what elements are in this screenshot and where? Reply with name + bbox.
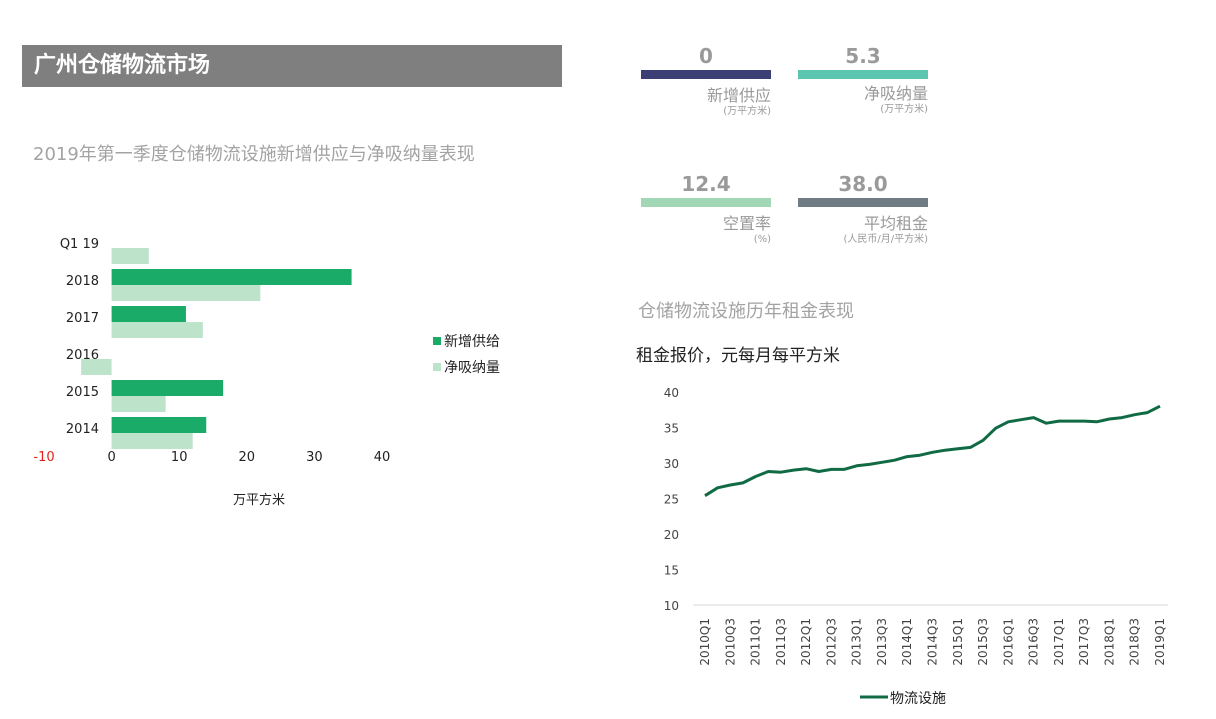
category-label: 2014 — [66, 422, 99, 437]
legend-label: 净吸纳量 — [444, 360, 500, 376]
rent-chart-title: 仓储物流设施历年租金表现 — [638, 301, 854, 322]
bar-new-supply — [111, 417, 207, 433]
y-tick-label: 25 — [664, 493, 679, 507]
bar-new-supply — [111, 306, 186, 322]
y-tick-label: 40 — [664, 386, 679, 400]
x-tick-label: 30 — [306, 450, 323, 465]
legend-swatch — [433, 337, 441, 345]
bar-net-absorption — [111, 433, 193, 449]
stat-bar — [641, 198, 771, 207]
x-tick-label: 2016Q1 — [1001, 618, 1015, 666]
stat-net-absorption: 5.3 净吸纳量 (万平方米) — [798, 42, 928, 116]
stat-value: 12.4 — [681, 172, 731, 196]
supply-absorption-chart-title: 2019年第一季度仓储物流设施新增供应与净吸纳量表现 — [33, 144, 475, 165]
stat-label: 平均租金 — [863, 214, 928, 233]
rent-line-chart: 10 15 20 25 30 35 40 2010Q1 2010Q3 2011Q1 2011Q3 20… — [664, 386, 1168, 707]
page-title: 广州仓储物流市场 — [22, 45, 562, 87]
category-label: 2015 — [66, 385, 99, 400]
stat-value: 0 — [699, 44, 713, 68]
stat-average-rent: 38.0 平均租金 (人民币/月/平方米) — [798, 170, 928, 246]
bar-net-absorption — [111, 322, 203, 338]
x-tick-label: 2015Q3 — [976, 618, 990, 666]
bar-new-supply — [111, 269, 352, 285]
category-label: 2017 — [66, 311, 99, 326]
bar-net-absorption — [111, 248, 149, 264]
x-tick-label: 2013Q1 — [850, 618, 864, 666]
stat-label: 空置率 — [722, 214, 771, 233]
bar-net-absorption — [111, 285, 261, 301]
x-tick-label: 10 — [171, 450, 188, 465]
stat-unit: (%) — [753, 234, 771, 245]
stat-new-supply: 0 新增供应 (万平方米) — [641, 42, 771, 118]
bar-net-absorption — [81, 359, 112, 375]
x-tick-label: 2012Q3 — [824, 618, 838, 666]
x-tick-label: 2012Q1 — [799, 618, 813, 666]
x-tick-label: 0 — [107, 450, 115, 465]
bar-new-supply — [111, 380, 224, 396]
x-tick-label: 2017Q1 — [1052, 618, 1066, 666]
stat-label: 净吸纳量 — [863, 84, 928, 103]
y-tick-label: 10 — [664, 599, 679, 613]
x-tick-label: 2017Q3 — [1077, 618, 1091, 666]
stat-unit: (人民币/月/平方米) — [843, 234, 928, 245]
legend-label: 物流设施 — [890, 691, 946, 707]
stat-vacancy-rate: 12.4 空置率 (%) — [641, 170, 771, 246]
y-tick-label: 30 — [664, 457, 679, 471]
stat-bar — [798, 70, 928, 79]
x-tick-label: 2018Q3 — [1128, 618, 1142, 666]
rent-chart-ylabel: 租金报价，元每月每平方米 — [636, 346, 840, 366]
y-tick-label: 35 — [664, 422, 679, 436]
x-tick-label: 2011Q3 — [774, 618, 788, 666]
y-tick-label: 15 — [664, 564, 679, 578]
x-tick-label: 20 — [239, 450, 256, 465]
x-tick-label: -10 — [33, 450, 54, 465]
x-tick-label: 2016Q3 — [1027, 618, 1041, 666]
legend-label: 新增供给 — [444, 334, 500, 350]
rent-series-line — [704, 404, 1161, 497]
stat-label: 新增供应 — [706, 86, 771, 105]
x-tick-label: 2010Q3 — [723, 618, 737, 666]
stat-unit: (万平方米) — [723, 106, 771, 117]
x-tick-label: 2013Q3 — [875, 618, 889, 666]
bar-net-absorption — [111, 396, 166, 412]
category-label: Q1 19 — [60, 237, 99, 252]
stat-bar — [641, 70, 771, 79]
x-axis-label: 万平方米 — [233, 492, 285, 508]
y-tick-label: 20 — [664, 528, 679, 542]
x-tick-label: 40 — [374, 450, 391, 465]
stat-value: 5.3 — [845, 44, 881, 68]
x-tick-label: 2019Q1 — [1153, 618, 1167, 666]
stat-bar — [798, 198, 928, 207]
x-tick-label: 2011Q1 — [749, 618, 763, 666]
x-tick-label: 2014Q1 — [900, 618, 914, 666]
x-tick-label: 2010Q1 — [698, 618, 712, 666]
stat-value: 38.0 — [838, 172, 888, 196]
category-label: 2018 — [66, 274, 99, 289]
x-tick-label: 2018Q1 — [1102, 618, 1116, 666]
legend-swatch — [433, 363, 441, 371]
x-tick-label: 2015Q1 — [951, 618, 965, 666]
stat-unit: (万平方米) — [880, 104, 928, 115]
x-tick-label: 2014Q3 — [926, 618, 940, 666]
